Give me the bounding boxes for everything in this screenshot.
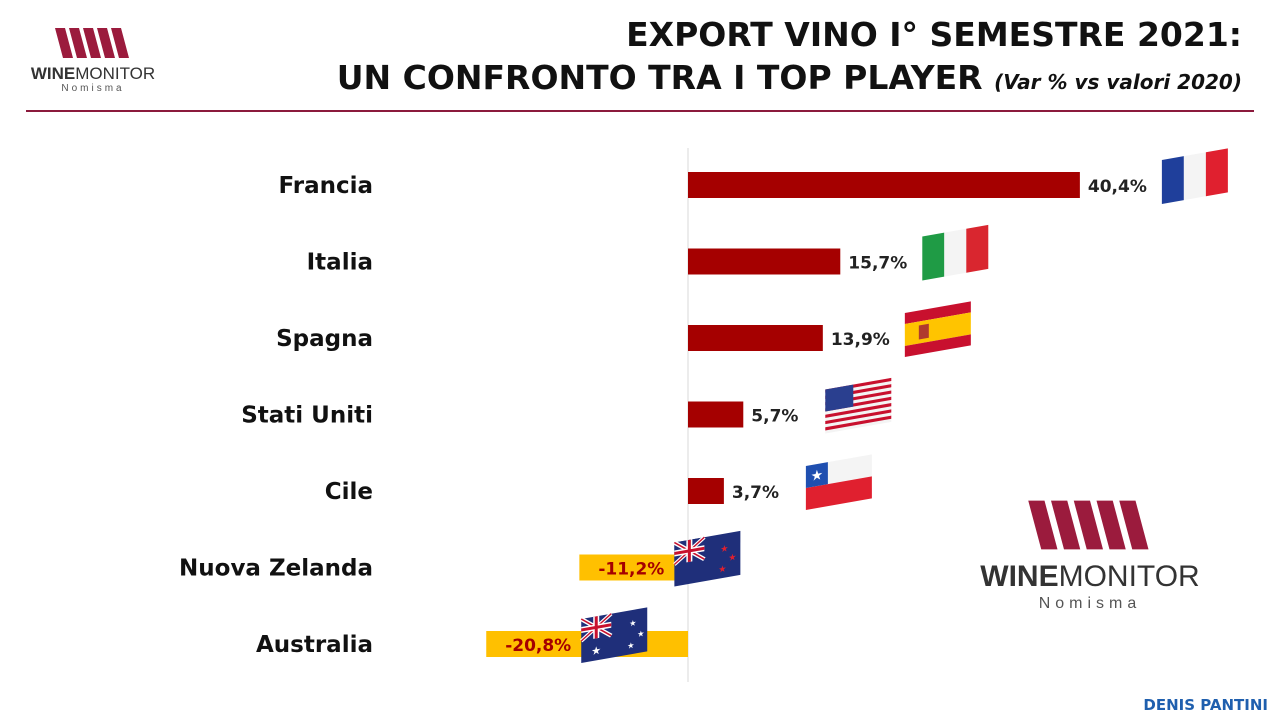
category-label-cile: Cile xyxy=(325,479,373,505)
spain-flag-icon xyxy=(904,301,971,357)
title-line-2-text: UN CONFRONTO TRA I TOP PLAYER xyxy=(336,58,983,97)
title-line-1: EXPORT VINO I° SEMESTRE 2021: xyxy=(626,15,1242,54)
new-zealand-flag-icon: ★★★ xyxy=(673,530,741,587)
logo-large-subtitle: Nomisma xyxy=(1038,595,1142,612)
france-flag-icon xyxy=(1161,148,1228,204)
chile-flag-icon: ★ xyxy=(805,454,872,510)
value-label-australia: -20,8% xyxy=(505,636,571,656)
value-label-nuova-zelanda: -11,2% xyxy=(598,560,664,580)
winemonitor-logo-icon xyxy=(55,28,129,58)
value-label-stati-uniti: 5,7% xyxy=(751,407,798,427)
category-label-francia: Francia xyxy=(278,173,373,199)
svg-text:★: ★ xyxy=(591,644,601,659)
australia-flag-icon: ★★★★ xyxy=(580,607,648,663)
logo-word-bold: WINE xyxy=(30,64,76,83)
svg-text:★: ★ xyxy=(629,618,636,628)
winemonitor-logo-large-icon xyxy=(1028,500,1149,550)
bar-cile xyxy=(688,478,724,504)
winemonitor-logo: WINEMONITOR Nomisma xyxy=(28,28,158,95)
page-title: EXPORT VINO I° SEMESTRE 2021: UN CONFRON… xyxy=(337,14,1242,104)
author-credit: DENIS PANTINI xyxy=(1143,696,1268,714)
value-label-spagna: 13,9% xyxy=(831,330,890,350)
svg-text:★: ★ xyxy=(811,467,824,485)
usa-flag-icon xyxy=(825,377,892,434)
svg-text:★: ★ xyxy=(627,641,634,651)
bar-spagna xyxy=(688,325,823,351)
logo-large-word-rest: MONITOR xyxy=(1058,560,1200,593)
bar-nuova-zelanda xyxy=(579,554,688,581)
title-divider xyxy=(26,110,1254,112)
logo-word-rest: MONITOR xyxy=(75,64,156,83)
bar-stati-uniti xyxy=(688,401,744,428)
bar-francia xyxy=(688,172,1080,198)
title-subtitle: (Var % vs valori 2020) xyxy=(994,70,1242,94)
value-label-cile: 3,7% xyxy=(732,483,779,503)
logo-subtitle: Nomisma xyxy=(61,83,125,94)
value-label-italia: 15,7% xyxy=(848,254,907,274)
title-line-2: UN CONFRONTO TRA I TOP PLAYER (Var % vs … xyxy=(337,56,1242,104)
category-label-spagna: Spagna xyxy=(276,326,373,352)
svg-text:★: ★ xyxy=(637,629,644,639)
category-label-stati-uniti: Stati Uniti xyxy=(241,403,373,429)
winemonitor-logo-large: WINEMONITOR Nomisma xyxy=(960,500,1220,615)
value-label-francia: 40,4% xyxy=(1088,177,1147,197)
logo-large-word-bold: WINE xyxy=(980,560,1059,593)
logo-wordmark: WINEMONITOR xyxy=(28,65,158,83)
bar-italia xyxy=(688,248,841,275)
svg-text:★: ★ xyxy=(720,544,728,555)
italy-flag-icon xyxy=(922,224,989,281)
category-label-nuova-zelanda: Nuova Zelanda xyxy=(179,556,373,582)
svg-text:★: ★ xyxy=(728,553,736,564)
category-label-australia: Australia xyxy=(256,632,373,658)
category-label-italia: Italia xyxy=(307,250,373,276)
logo-large-wordmark: WINEMONITOR xyxy=(960,561,1220,593)
svg-text:★: ★ xyxy=(718,564,726,575)
